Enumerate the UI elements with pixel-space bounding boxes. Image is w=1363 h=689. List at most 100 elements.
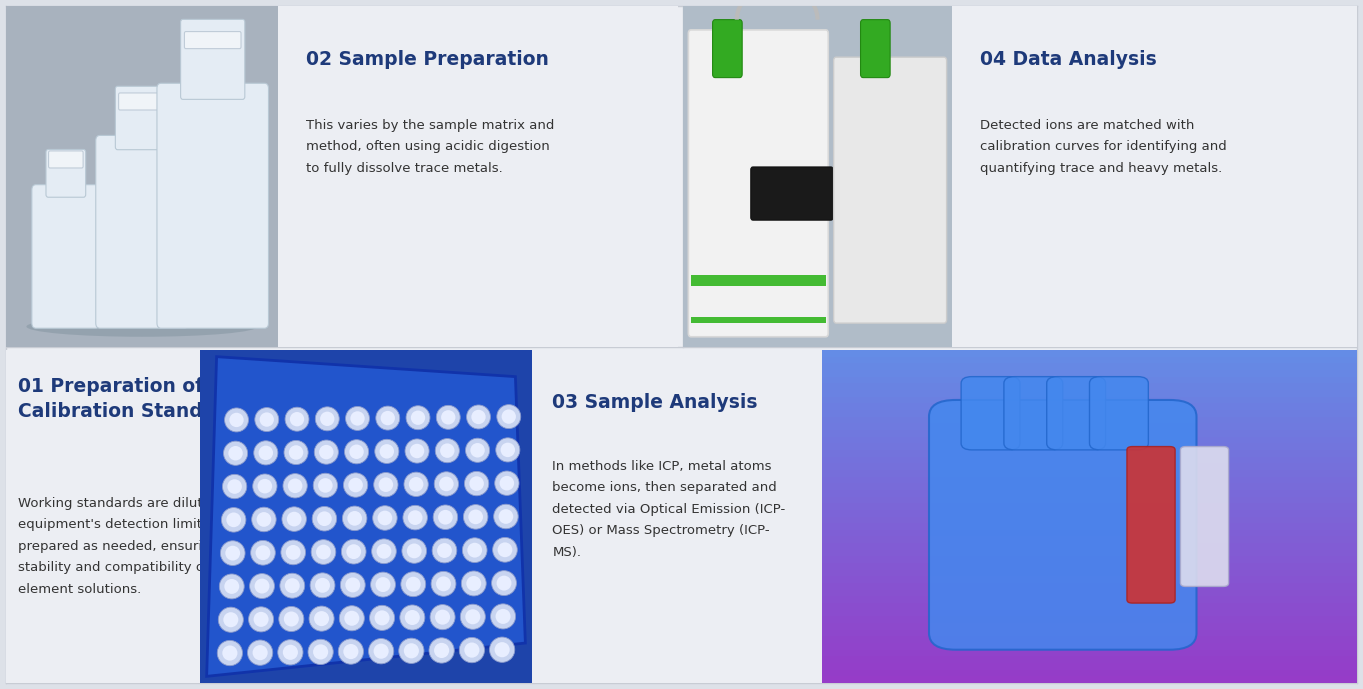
Circle shape xyxy=(472,410,485,424)
Circle shape xyxy=(403,644,418,659)
Circle shape xyxy=(346,544,361,559)
Circle shape xyxy=(252,474,277,498)
Circle shape xyxy=(319,445,334,460)
Bar xyxy=(822,550,1358,557)
Circle shape xyxy=(248,607,274,632)
Circle shape xyxy=(461,604,485,629)
Circle shape xyxy=(311,539,335,564)
Circle shape xyxy=(254,612,269,627)
Circle shape xyxy=(252,507,277,532)
Circle shape xyxy=(373,473,398,497)
Circle shape xyxy=(259,413,274,426)
Bar xyxy=(822,470,1358,477)
Circle shape xyxy=(285,407,309,431)
Circle shape xyxy=(493,504,518,528)
Circle shape xyxy=(469,476,484,491)
Circle shape xyxy=(466,438,489,462)
Circle shape xyxy=(431,604,455,630)
Circle shape xyxy=(376,406,399,430)
Bar xyxy=(822,537,1358,543)
Bar xyxy=(822,450,1358,457)
Circle shape xyxy=(282,645,298,660)
Circle shape xyxy=(315,578,330,593)
Circle shape xyxy=(405,439,429,463)
Bar xyxy=(822,670,1358,677)
Circle shape xyxy=(312,506,337,531)
Bar xyxy=(822,563,1358,570)
Circle shape xyxy=(342,506,367,531)
Circle shape xyxy=(256,545,270,560)
Bar xyxy=(822,410,1358,417)
Circle shape xyxy=(229,446,243,460)
Text: 01 Preparation of
Calibration Standards: 01 Preparation of Calibration Standards xyxy=(18,377,249,422)
Bar xyxy=(822,457,1358,463)
FancyBboxPatch shape xyxy=(860,20,890,78)
Text: Working standards are diluted to the
equipment's detection limits and
prepared a: Working standards are diluted to the equ… xyxy=(18,497,263,595)
Circle shape xyxy=(251,540,275,565)
Bar xyxy=(822,523,1358,530)
Circle shape xyxy=(229,413,244,427)
Circle shape xyxy=(259,446,273,460)
Circle shape xyxy=(284,611,298,626)
Bar xyxy=(691,317,826,323)
Bar xyxy=(822,677,1358,683)
FancyBboxPatch shape xyxy=(157,83,269,328)
Circle shape xyxy=(217,640,243,666)
Circle shape xyxy=(345,577,360,593)
Text: In methods like ICP, metal atoms
become ions, then separated and
detected via Op: In methods like ICP, metal atoms become … xyxy=(552,460,785,559)
Circle shape xyxy=(442,410,455,424)
Circle shape xyxy=(372,539,397,564)
Circle shape xyxy=(225,408,248,432)
Circle shape xyxy=(315,440,338,464)
Circle shape xyxy=(495,471,519,495)
Circle shape xyxy=(320,411,334,426)
Circle shape xyxy=(228,480,241,494)
FancyBboxPatch shape xyxy=(31,185,99,328)
Bar xyxy=(822,530,1358,537)
Circle shape xyxy=(468,543,483,557)
Bar xyxy=(822,443,1358,450)
Ellipse shape xyxy=(26,316,258,337)
Bar xyxy=(822,397,1358,403)
Circle shape xyxy=(440,444,454,458)
Bar xyxy=(691,276,826,286)
Circle shape xyxy=(496,404,521,429)
Circle shape xyxy=(221,541,245,566)
Circle shape xyxy=(318,511,331,526)
Circle shape xyxy=(368,639,394,664)
Circle shape xyxy=(255,408,278,431)
Bar xyxy=(822,663,1358,670)
Circle shape xyxy=(406,406,429,430)
Circle shape xyxy=(492,537,518,562)
Circle shape xyxy=(279,573,305,598)
Circle shape xyxy=(375,610,390,626)
Bar xyxy=(822,577,1358,583)
Circle shape xyxy=(463,504,488,529)
Circle shape xyxy=(288,478,303,493)
Circle shape xyxy=(429,638,454,663)
Circle shape xyxy=(403,472,428,497)
Circle shape xyxy=(405,610,420,625)
Circle shape xyxy=(461,571,487,596)
Bar xyxy=(822,383,1358,390)
Circle shape xyxy=(286,545,301,559)
Circle shape xyxy=(436,577,451,591)
Circle shape xyxy=(222,646,237,661)
FancyBboxPatch shape xyxy=(961,377,1020,450)
Circle shape xyxy=(225,546,240,561)
Circle shape xyxy=(406,544,421,558)
FancyBboxPatch shape xyxy=(46,150,86,197)
Circle shape xyxy=(465,471,489,496)
Circle shape xyxy=(343,644,358,659)
Circle shape xyxy=(403,505,428,530)
Bar xyxy=(822,390,1358,397)
Circle shape xyxy=(281,540,305,565)
Circle shape xyxy=(466,405,491,429)
Circle shape xyxy=(496,609,511,624)
Bar xyxy=(822,403,1358,410)
Circle shape xyxy=(465,609,480,624)
Circle shape xyxy=(221,508,245,532)
Bar xyxy=(822,437,1358,443)
Circle shape xyxy=(290,412,304,426)
FancyBboxPatch shape xyxy=(95,136,188,328)
